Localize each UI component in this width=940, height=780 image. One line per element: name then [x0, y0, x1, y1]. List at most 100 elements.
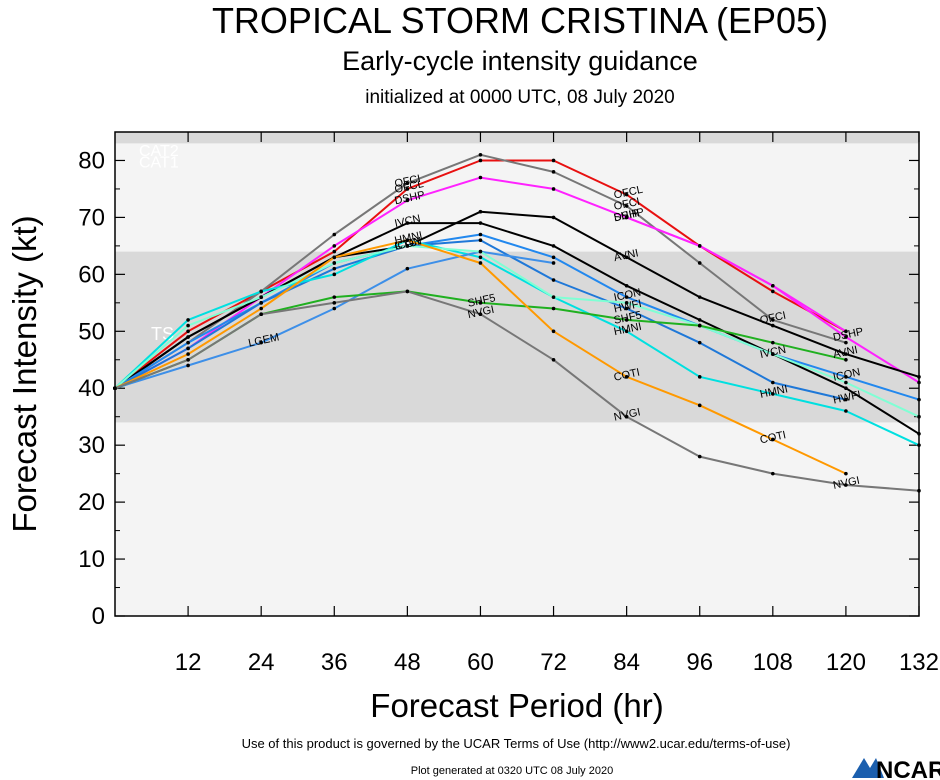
series-point-ofcl-108 [771, 289, 775, 294]
series-point-ivcn-72 [551, 244, 556, 248]
series-point-ctci-84 [624, 301, 629, 305]
series-point-nvgi-60 [478, 312, 483, 317]
series-point-ofci-120 [844, 340, 848, 345]
series-label-icon-48: ICON [393, 235, 422, 252]
series-point-coti-36 [332, 255, 337, 260]
series-point-hmni-120 [844, 409, 848, 413]
series-label-ship-84: SHIP [613, 207, 641, 224]
series-label-ofcl-84: OFCL [613, 184, 644, 202]
series-point-dshp-60 [478, 175, 483, 180]
series-point-ofci-108 [771, 318, 775, 322]
series-point-ctci-108 [771, 352, 775, 356]
band-cat2 [115, 132, 919, 144]
series-point-ctci-36 [332, 261, 337, 265]
series-point-nvgi-108 [771, 471, 775, 476]
series-point-icon-60 [478, 232, 483, 237]
series-point-ship-84 [624, 215, 629, 220]
series-point-hwfi-84 [624, 306, 629, 311]
series-point-ofci-96 [697, 261, 702, 265]
series-point-coti-96 [697, 403, 702, 408]
series-label-icon-120: ICON [832, 366, 861, 383]
x-tick-label-60: 60 [467, 649, 494, 676]
series-point-lgem-72 [551, 261, 556, 265]
series-point-hwfi-24 [259, 301, 263, 305]
plot-frame [114, 131, 920, 617]
series-point-ofcl-36 [332, 249, 337, 254]
series-point-nvgi-84 [624, 414, 629, 419]
y-tick-label-60: 60 [78, 261, 105, 288]
series-point-lgem-48 [405, 266, 410, 271]
series-point-coti-108 [771, 437, 775, 442]
series-label-ofci-108: OFCI [759, 310, 787, 327]
ncar-logo-text: NCAR [876, 757, 940, 780]
series-label-avni-84: AVNI [613, 247, 640, 264]
x-tick-label-108: 108 [753, 649, 793, 676]
series-point-hwfi-36 [332, 266, 337, 271]
ncar-logo: NCAR [852, 757, 940, 780]
series-point-shf5-60 [478, 301, 483, 305]
series-point-shf5-72 [551, 306, 556, 311]
series-label-icon-84: ICON [613, 287, 642, 304]
series-point-ofci-36 [332, 232, 337, 237]
series-point-shf5-84 [624, 318, 629, 322]
series-point-hwfi-108 [771, 380, 775, 385]
series-point-avni-96 [697, 295, 702, 299]
series-point-hwfi-12 [186, 346, 190, 351]
chart-title: TROPICAL STORM CRISTINA (EP05) [212, 0, 828, 41]
series-point-ctci-48 [405, 244, 410, 248]
series-point-hwfi-96 [697, 340, 702, 345]
ncar-logo-icon [852, 758, 884, 778]
x-tick-label-84: 84 [613, 649, 640, 676]
series-point-lgem-12 [186, 363, 190, 368]
series-line-nvgi [114, 290, 920, 492]
series-point-lgem-36 [332, 306, 337, 311]
series-point-avni-120 [844, 352, 848, 356]
series-point-ofcl-72 [551, 158, 556, 163]
series-point-hwfi-120 [844, 397, 848, 402]
series-point-hmni-84 [624, 329, 629, 334]
series-point-ctci-12 [186, 323, 190, 328]
series-point-icon-120 [844, 375, 848, 379]
series-point-avni-12 [186, 335, 190, 339]
series-label-nvgi-60: NVGI [467, 304, 496, 321]
series-point-coti-60 [478, 261, 483, 265]
series-point-shf5-96 [697, 323, 702, 328]
series-point-ivcn-120 [844, 386, 848, 391]
series-point-nvgi-36 [332, 301, 337, 305]
series-point-coti-84 [624, 375, 629, 379]
series-label-ofci-48: OFCI [393, 173, 421, 190]
series-label-ctci-48: CTCI [393, 236, 421, 253]
x-tick-label-96: 96 [686, 649, 713, 676]
series-point-hwfi-72 [551, 278, 556, 282]
series-point-ofcl-48 [405, 187, 410, 191]
series-point-hmni-96 [697, 375, 702, 379]
series-point-coti-48 [405, 238, 410, 242]
series-point-hmni-108 [771, 392, 775, 396]
x-tick-label-48: 48 [394, 649, 421, 676]
axis-ticks: 0 10 20 30 40 50 60 70 80 12 24 36 48 60 72 84 96 108 120 1… [78, 132, 939, 676]
series-point-ctci-72 [551, 295, 556, 299]
x-axis-label: Forecast Period (hr) [370, 687, 663, 724]
y-tick-label-10: 10 [78, 546, 105, 573]
series-line-ctci [114, 244, 920, 418]
chart-init-time: initialized at 0000 UTC, 08 July 2020 [365, 87, 674, 108]
series-point-ctci-24 [259, 295, 263, 299]
series-point-dshp-72 [551, 187, 556, 191]
series-point-ctci-120 [844, 380, 848, 385]
x-tick-label-12: 12 [175, 649, 202, 676]
series-label-hmni-108: HMNI [759, 383, 789, 401]
series-line-hmni [114, 239, 920, 447]
series-label-shf5-60: SHF5 [467, 292, 497, 310]
series-label-hwfi-120: HWFI [832, 389, 862, 407]
series-label-ivcn-48: IVCN [393, 213, 421, 230]
y-tick-label-20: 20 [78, 489, 105, 516]
band-label-cat1: CAT1 [139, 154, 179, 171]
series-point-shf5-120 [844, 357, 848, 362]
series-point-ship-96 [697, 244, 702, 248]
series-point-shf5-108 [771, 340, 775, 345]
series-point-ofcl-84 [624, 192, 629, 197]
series-point-ofci-72 [551, 170, 556, 174]
chart-subtitle: Early-cycle intensity guidance [342, 46, 698, 76]
series-label-ofcl-48: OFCL [393, 178, 424, 196]
